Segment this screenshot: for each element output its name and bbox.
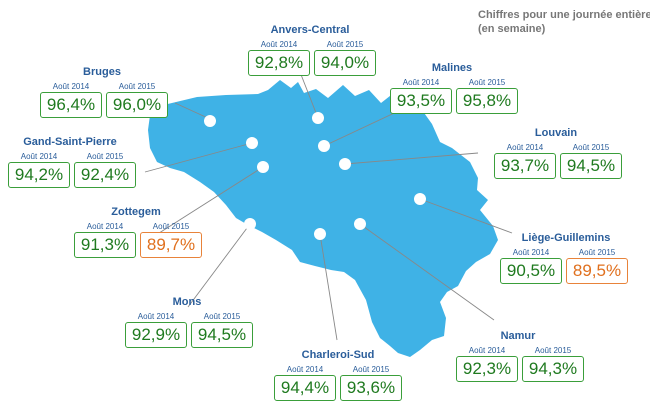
value-2015: 94,5% [560,153,622,179]
label-aout-2014: Août 2014 [52,82,90,91]
value-2014: 93,7% [494,153,556,179]
value-2015: 96,0% [106,92,168,118]
value-2015: 94,0% [314,50,376,76]
value-2015: 93,6% [340,375,402,401]
station-name: Namur [500,330,536,342]
label-aout-2014: Août 2014 [512,248,550,257]
label-aout-2014: Août 2014 [402,78,440,87]
value-2014: 93,5% [390,88,452,114]
value-2015: 92,4% [74,162,136,188]
value-2015: 94,3% [522,356,584,382]
label-aout-2015: Août 2015 [326,40,364,49]
station-name: Mons [172,296,202,308]
label-aout-2014: Août 2014 [137,312,175,321]
station-name: Louvain [534,127,578,139]
value-2014: 90,5% [500,258,562,284]
label-aout-2014: Août 2014 [468,346,506,355]
label-aout-2014: Août 2014 [260,40,298,49]
label-aout-2014: Août 2014 [506,143,544,152]
label-aout-2015: Août 2015 [152,222,190,231]
label-aout-2015: Août 2015 [86,152,124,161]
station-name: Malines [431,62,473,74]
value-2014: 91,3% [74,232,136,258]
value-2015: 94,5% [191,322,253,348]
station-name: Anvers-Central [270,24,350,36]
station-name: Charleroi-Sud [301,349,375,361]
station-dots [204,112,426,240]
label-aout-2014: Août 2014 [20,152,58,161]
belgium-shape [148,80,498,357]
value-2015: 89,5% [566,258,628,284]
station-name: Gand-Saint-Pierre [23,136,117,148]
value-2014: 94,4% [274,375,336,401]
label-aout-2015: Août 2015 [352,365,390,374]
station-name: Zottegem [111,206,161,218]
station-name: Bruges [83,66,121,78]
label-aout-2015: Août 2015 [203,312,241,321]
label-aout-2014: Août 2014 [86,222,124,231]
label-aout-2015: Août 2015 [468,78,506,87]
connector-lines [144,71,513,341]
label-aout-2014: Août 2014 [286,365,324,374]
value-2014: 92,3% [456,356,518,382]
value-2014: 92,8% [248,50,310,76]
station-name: Liège-Guillemins [521,232,611,244]
label-aout-2015: Août 2015 [578,248,616,257]
value-2014: 94,2% [8,162,70,188]
value-2015: 89,7% [140,232,202,258]
value-2014: 92,9% [125,322,187,348]
note-line-1: Chiffres pour une journée entière [478,9,650,21]
label-aout-2015: Août 2015 [118,82,156,91]
label-aout-2015: Août 2015 [534,346,572,355]
value-2015: 95,8% [456,88,518,114]
label-aout-2015: Août 2015 [572,143,610,152]
note-line-2: (en semaine) [478,23,546,35]
chart-note: Chiffres pour une journée entière (en se… [478,8,650,36]
value-2014: 96,4% [40,92,102,118]
